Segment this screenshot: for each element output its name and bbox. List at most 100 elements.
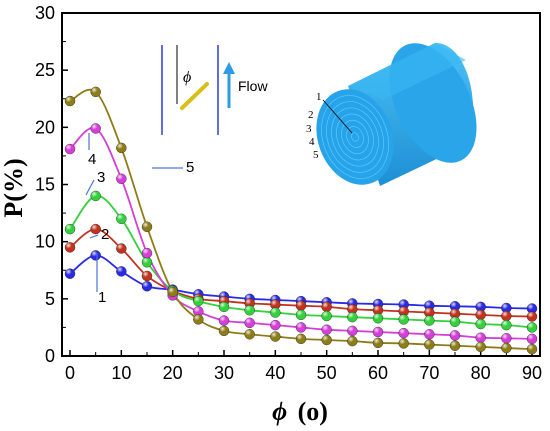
- data-point-series-4: [398, 327, 409, 339]
- data-point-series-3: [64, 223, 76, 235]
- data-point-highlight: [475, 301, 486, 312]
- data-point-series-2: [116, 243, 127, 254]
- data-point-series-3: [141, 257, 153, 268]
- data-point-highlight: [90, 224, 101, 235]
- data-point-series-3: [116, 213, 127, 225]
- data-point-highlight: [270, 307, 281, 318]
- cylinder-layer-ring: [351, 132, 359, 142]
- data-point-series-1: [475, 301, 486, 313]
- data-point-series-5: [295, 333, 307, 345]
- data-point-highlight: [90, 86, 101, 97]
- data-point-highlight: [450, 340, 460, 351]
- data-point-series-4: [244, 317, 255, 329]
- data-point-series-4: [270, 319, 281, 331]
- data-point-series-3: [347, 311, 358, 323]
- data-point-series-2: [424, 307, 435, 318]
- data-point-series-5: [90, 86, 101, 98]
- data-point-series-5: [64, 95, 76, 107]
- data-point-highlight: [347, 312, 358, 323]
- cylinder-layer-ring: [346, 126, 364, 148]
- data-point-series-3: [372, 313, 384, 324]
- data-point-highlight: [142, 270, 152, 281]
- data-point-highlight: [475, 309, 486, 320]
- data-point-highlight: [296, 333, 306, 344]
- annotation-line-3: [85, 179, 95, 196]
- data-point-series-5: [424, 339, 435, 350]
- data-point-highlight: [475, 341, 486, 352]
- data-point-series-4: [501, 333, 512, 344]
- data-point-highlight: [321, 334, 332, 345]
- data-point-series-2: [90, 223, 101, 235]
- data-point-highlight: [116, 266, 127, 277]
- data-point-series-3: [270, 307, 281, 318]
- annotation-label-2: 2: [101, 226, 109, 243]
- data-point-series-5: [526, 343, 538, 355]
- data-point-highlight: [424, 339, 435, 350]
- data-point-highlight: [270, 299, 281, 310]
- rod-particle: [180, 82, 209, 110]
- data-point-highlight: [373, 305, 383, 316]
- data-point-series-2: [295, 300, 307, 311]
- data-point-highlight: [398, 338, 409, 349]
- data-point-series-4: [90, 123, 101, 134]
- data-point-highlight: [193, 314, 204, 325]
- data-point-series-3: [526, 322, 538, 333]
- data-point-highlight: [90, 250, 101, 261]
- x-tick-label: 60: [368, 363, 388, 383]
- data-point-highlight: [475, 332, 486, 343]
- y-tick-label: 25: [35, 60, 55, 80]
- cylinder-layer-ring: [321, 95, 389, 179]
- data-point-series-2: [372, 305, 384, 316]
- data-point-series-4: [321, 324, 332, 335]
- data-point-highlight: [501, 320, 512, 331]
- data-point-series-2: [347, 303, 358, 315]
- data-point-highlight: [501, 333, 512, 344]
- phi-angle-label: ϕ: [183, 69, 191, 86]
- flow-arrow-head: [223, 62, 235, 74]
- cylinder-label-5: 5: [313, 149, 319, 161]
- data-point-highlight: [501, 310, 512, 321]
- cylinder-label-2: 2: [308, 109, 314, 121]
- data-point-highlight: [398, 306, 409, 317]
- data-point-highlight: [296, 309, 306, 320]
- data-point-highlight: [450, 301, 460, 312]
- cylinder-layer-ring: [341, 119, 369, 155]
- data-point-series-3: [193, 295, 204, 307]
- data-point-series-3: [90, 190, 101, 202]
- data-point-highlight: [244, 317, 255, 328]
- data-point-series-5: [244, 329, 255, 340]
- data-point-highlight: [475, 318, 486, 329]
- data-point-series-3: [295, 309, 307, 321]
- data-point-series-4: [449, 330, 461, 341]
- data-point-highlight: [398, 328, 409, 339]
- y-tick-label: 30: [35, 3, 55, 23]
- y-tick-label: 20: [35, 117, 55, 137]
- data-point-highlight: [65, 144, 75, 155]
- data-point-series-2: [321, 301, 332, 313]
- data-point-highlight: [450, 308, 460, 319]
- x-axis-unit: (o): [298, 397, 328, 426]
- data-point-highlight: [527, 311, 537, 322]
- cylinder-layer-ring: [326, 101, 384, 173]
- data-point-series-4: [218, 315, 230, 326]
- data-point-highlight: [424, 315, 435, 326]
- data-point-highlight: [347, 304, 358, 315]
- data-point-highlight: [347, 325, 358, 336]
- data-point-highlight: [270, 320, 281, 331]
- x-axis-label: ϕ (o): [272, 397, 328, 426]
- cylinder-diagram: 1 2 3 4 5: [306, 42, 477, 187]
- data-point-series-1: [449, 301, 461, 312]
- data-point-highlight: [321, 324, 332, 335]
- y-tick-label: 0: [45, 346, 55, 366]
- cylinder-label-4: 4: [309, 136, 315, 148]
- data-point-highlight: [193, 296, 204, 307]
- y-tick-label: 10: [35, 232, 55, 252]
- flow-label: Flow: [238, 78, 268, 94]
- cylinder-layer-ring: [336, 113, 374, 161]
- data-point-highlight: [193, 306, 204, 317]
- cylinder-layers: [321, 95, 389, 179]
- data-point-series-5: [347, 335, 358, 347]
- data-point-series-3: [501, 319, 512, 331]
- x-tick-label: 20: [163, 363, 183, 383]
- x-tick-label: 90: [522, 363, 542, 383]
